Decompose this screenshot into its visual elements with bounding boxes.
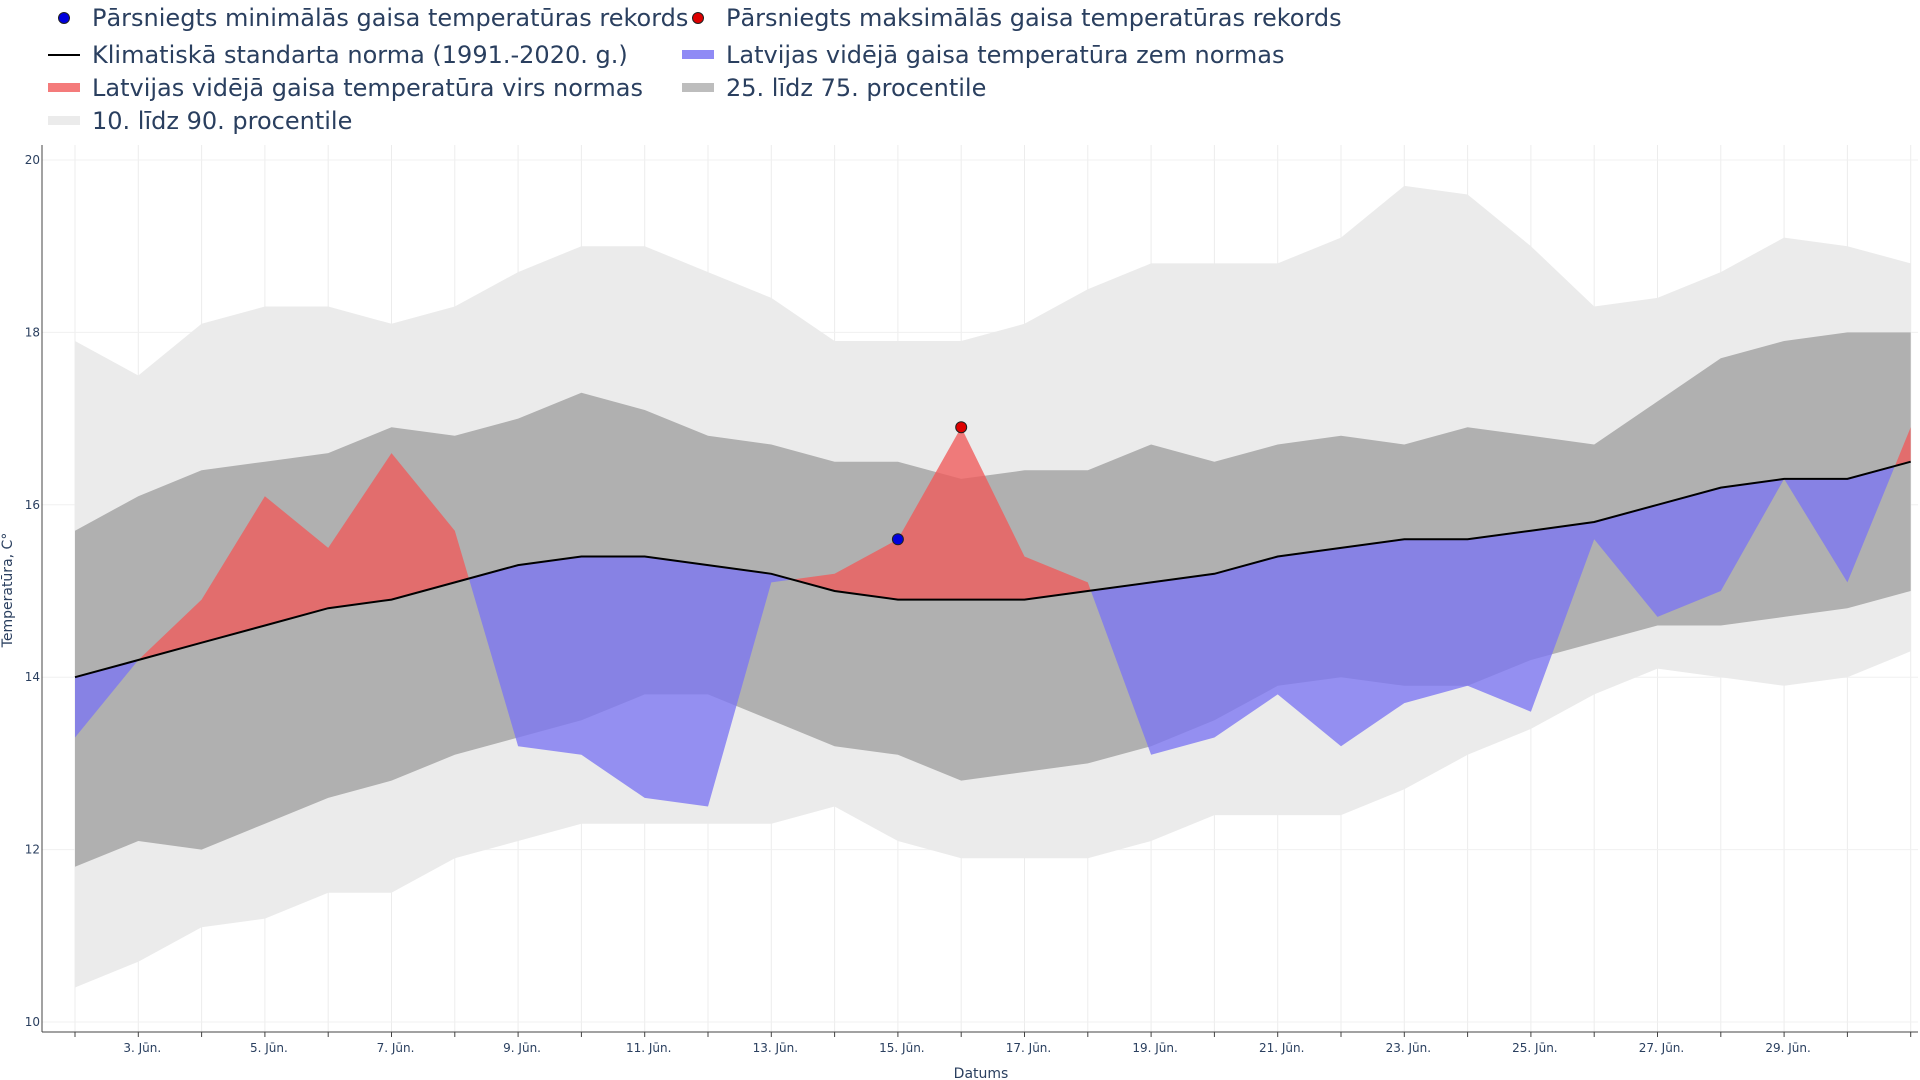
x-tick-labels: 3. Jūn. 5. Jūn. 7. Jūn. 9. Jūn. 11. Jūn. 13. … — [123, 1041, 1810, 1055]
blue-dot-icon — [44, 2, 84, 34]
y-tick-label: 20 — [25, 153, 40, 167]
y-axis-title: Temperatūra, C° — [0, 533, 16, 649]
norm-line — [74, 460, 1911, 679]
line-icon — [44, 39, 84, 71]
legend-label: Pārsniegts minimālās gaisa temperatūras … — [92, 4, 689, 32]
x-tick-label: 3. Jūn. — [123, 1041, 161, 1055]
x-tick-label: 17. Jūn. — [1006, 1041, 1051, 1055]
norm-line-group — [74, 460, 1911, 679]
above-norm-area — [792, 427, 1091, 600]
x-tick-label: 21. Jūn. — [1259, 1041, 1304, 1055]
anomaly-fills — [75, 427, 1911, 807]
below-norm-area — [75, 660, 139, 738]
y-tick-label: 18 — [25, 325, 40, 339]
legend-item-above-norm[interactable]: Latvijas vidējā gaisa temperatūra virs n… — [44, 72, 643, 104]
band-icon — [44, 72, 84, 104]
x-tick-label: 25. Jūn. — [1512, 1041, 1557, 1055]
x-tick-label: 23. Jūn. — [1386, 1041, 1431, 1055]
x-tick-label: 19. Jūn. — [1132, 1041, 1177, 1055]
x-tick-label: 29. Jūn. — [1765, 1041, 1810, 1055]
axes — [41, 145, 1918, 1037]
x-tick-label: 13. Jūn. — [753, 1041, 798, 1055]
legend-label: 25. līdz 75. procentile — [726, 74, 987, 102]
band-icon — [44, 105, 84, 137]
legend-item-max-record[interactable]: Pārsniegts maksimālās gaisa temperatūras… — [678, 2, 1342, 34]
y-tick-label: 12 — [25, 843, 40, 857]
min-record-point — [891, 533, 904, 546]
y-tick-label: 16 — [25, 498, 40, 512]
legend-item-p10-90[interactable]: 10. līdz 90. procentile — [44, 105, 352, 137]
band-icon — [678, 72, 718, 104]
legend-label: Pārsniegts maksimālās gaisa temperatūras… — [726, 4, 1342, 32]
legend-label: Latvijas vidējā gaisa temperatūra virs n… — [92, 74, 643, 102]
legend-label: 10. līdz 90. procentile — [92, 107, 353, 135]
x-tick-label: 27. Jūn. — [1639, 1041, 1684, 1055]
record-points — [891, 421, 968, 546]
y-tick-label: 14 — [25, 670, 40, 684]
legend-label: Klimatiskā standarta norma (1991.-2020. … — [92, 41, 628, 69]
y-tick-labels: 10 12 14 16 18 20 — [25, 153, 40, 1029]
red-dot-icon — [678, 2, 718, 34]
y-tick-label: 10 — [25, 1015, 40, 1029]
x-tick-label: 9. Jūn. — [503, 1041, 541, 1055]
x-tick-label: 15. Jūn. — [879, 1041, 924, 1055]
below-norm-area — [468, 556, 793, 807]
legend-label: Latvijas vidējā gaisa temperatūra zem no… — [726, 41, 1285, 69]
above-norm-area — [138, 453, 469, 660]
legend-item-norm[interactable]: Klimatiskā standarta norma (1991.-2020. … — [44, 39, 628, 71]
above-norm-area — [1894, 427, 1911, 466]
legend-item-below-norm[interactable]: Latvijas vidējā gaisa temperatūra zem no… — [678, 39, 1284, 71]
x-tick-label: 7. Jūn. — [377, 1041, 415, 1055]
below-norm-area — [1090, 466, 1895, 755]
max-record-point — [955, 421, 968, 434]
band-icon — [678, 39, 718, 71]
legend-item-p25-75[interactable]: 25. līdz 75. procentile — [678, 72, 986, 104]
x-tick-label: 5. Jūn. — [250, 1041, 288, 1055]
legend-item-min-record[interactable]: Pārsniegts minimālās gaisa temperatūras … — [44, 2, 688, 34]
legend: Pārsniegts minimālās gaisa temperatūras … — [0, 0, 1920, 140]
x-tick-label: 11. Jūn. — [626, 1041, 671, 1055]
x-axis-title: Datums — [954, 1066, 1009, 1080]
